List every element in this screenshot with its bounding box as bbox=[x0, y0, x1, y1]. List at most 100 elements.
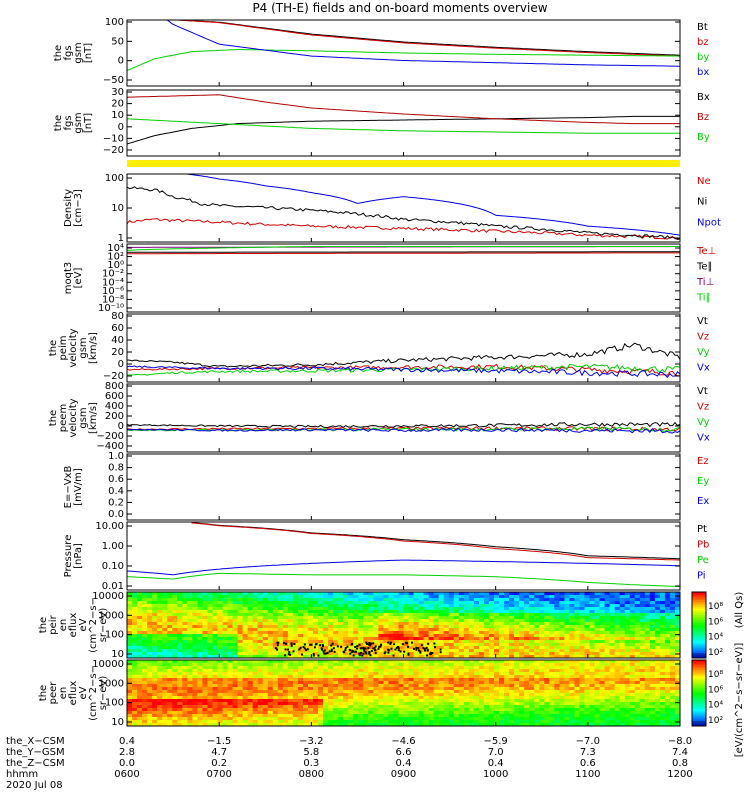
heat-cell bbox=[493, 660, 500, 664]
heat-cell bbox=[564, 592, 570, 596]
heat-cell bbox=[162, 625, 168, 629]
heat-cell bbox=[554, 607, 560, 611]
heat-speckle bbox=[301, 653, 304, 656]
heat-cell bbox=[398, 607, 404, 611]
heat-cell bbox=[504, 675, 510, 679]
heat-cell bbox=[539, 684, 545, 688]
heat-cell bbox=[599, 622, 606, 626]
heat-cell bbox=[589, 690, 596, 694]
heat-cell bbox=[292, 625, 299, 629]
heat-cell bbox=[428, 717, 435, 721]
heat-cell bbox=[473, 699, 480, 703]
heat-cell bbox=[388, 613, 394, 617]
heat-cell bbox=[368, 699, 374, 703]
heat-cell bbox=[559, 601, 565, 605]
heat-cell bbox=[307, 622, 314, 626]
heat-cell bbox=[368, 672, 374, 676]
heat-cell bbox=[509, 684, 515, 688]
heat-cell bbox=[182, 616, 188, 620]
heat-cell bbox=[187, 616, 193, 620]
heat-cell bbox=[544, 619, 550, 623]
heat-cell bbox=[348, 711, 354, 715]
heat-cell bbox=[363, 723, 369, 727]
heat-cell bbox=[137, 646, 143, 650]
heat-cell bbox=[423, 723, 430, 727]
heat-cell bbox=[544, 684, 550, 688]
heat-cell bbox=[147, 595, 153, 599]
heat-speckle bbox=[292, 650, 295, 653]
heat-cell bbox=[287, 601, 294, 605]
heat-cell bbox=[127, 672, 133, 676]
heat-cell bbox=[338, 690, 344, 694]
heat-cell bbox=[363, 711, 369, 715]
heat-cell bbox=[669, 643, 676, 647]
heat-cell bbox=[674, 646, 681, 650]
heat-cell bbox=[237, 720, 244, 724]
heat-cell bbox=[147, 723, 153, 727]
heat-cell bbox=[403, 699, 410, 703]
heat-cell bbox=[549, 598, 555, 602]
heat-cell bbox=[493, 634, 500, 638]
heat-cell bbox=[589, 634, 596, 638]
heat-cell bbox=[368, 637, 374, 641]
heat-cell bbox=[222, 610, 229, 614]
heat-cell bbox=[483, 690, 490, 694]
heat-cell bbox=[282, 607, 289, 611]
heat-cell bbox=[172, 684, 178, 688]
heat-cell bbox=[353, 631, 359, 635]
heat-cell bbox=[358, 619, 364, 623]
heat-cell bbox=[549, 708, 555, 712]
heat-cell bbox=[604, 634, 611, 638]
heat-cell bbox=[237, 631, 244, 635]
heat-cell bbox=[318, 607, 324, 611]
heat-cell bbox=[453, 646, 460, 650]
flag-bar bbox=[127, 160, 680, 167]
heat-cell bbox=[343, 663, 349, 667]
heat-cell bbox=[272, 649, 279, 653]
heat-cell bbox=[644, 640, 651, 644]
heat-cell bbox=[197, 669, 203, 673]
heat-cell bbox=[282, 646, 289, 650]
heat-cell bbox=[318, 616, 324, 620]
heat-cell bbox=[247, 592, 254, 596]
heat-cell bbox=[448, 711, 455, 715]
heat-cell bbox=[272, 625, 279, 629]
heat-cell bbox=[222, 705, 229, 709]
heat-cell bbox=[383, 631, 389, 635]
heat-cell bbox=[463, 717, 470, 721]
heat-cell bbox=[584, 696, 591, 700]
heat-cell bbox=[237, 660, 244, 664]
heat-cell bbox=[529, 655, 535, 659]
heat-cell bbox=[483, 669, 490, 673]
heat-cell bbox=[333, 681, 339, 685]
heat-cell bbox=[413, 625, 420, 629]
heat-cell bbox=[619, 634, 626, 638]
panels: 100500−50thefgsgsm[nT]Btbzbybx3020100−10… bbox=[38, 17, 721, 728]
heat-cell bbox=[247, 672, 254, 676]
heat-cell bbox=[403, 687, 410, 691]
heat-cell bbox=[297, 592, 304, 596]
heat-cell bbox=[262, 610, 269, 614]
heat-cell bbox=[202, 708, 208, 712]
heat-cell bbox=[398, 604, 404, 608]
heat-cell bbox=[227, 628, 234, 632]
heat-cell bbox=[584, 592, 591, 596]
heat-cell bbox=[242, 625, 249, 629]
heat-cell bbox=[654, 604, 661, 608]
heat-cell bbox=[624, 649, 631, 653]
legend-entry: by bbox=[697, 52, 709, 63]
heat-cell bbox=[257, 681, 264, 685]
heat-cell bbox=[132, 705, 138, 709]
heat-speckle bbox=[390, 647, 393, 650]
heat-cell bbox=[483, 699, 490, 703]
heat-cell bbox=[649, 637, 656, 641]
heat-cell bbox=[242, 637, 249, 641]
heat-cell bbox=[619, 616, 626, 620]
heat-cell bbox=[187, 678, 193, 682]
heat-cell bbox=[227, 637, 234, 641]
heat-cell bbox=[423, 699, 430, 703]
heat-cell bbox=[478, 652, 485, 656]
heat-cell bbox=[307, 619, 314, 623]
heat-cell bbox=[177, 643, 183, 647]
heat-cell bbox=[262, 663, 269, 667]
